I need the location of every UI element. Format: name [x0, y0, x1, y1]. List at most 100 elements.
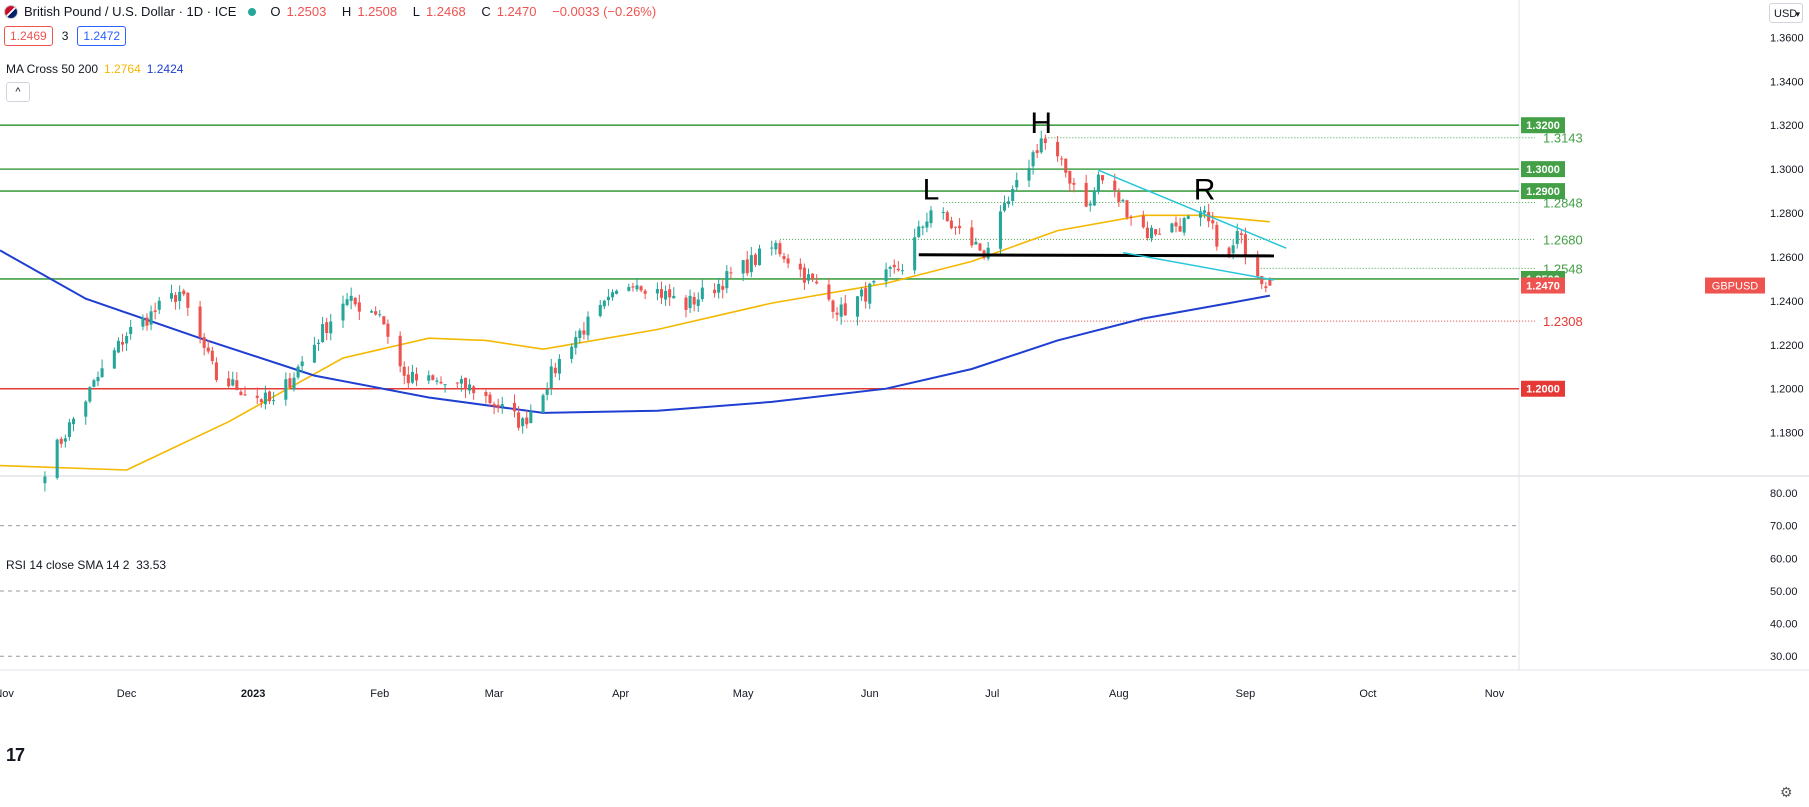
- gear-icon[interactable]: ⚙: [1780, 784, 1793, 800]
- candle-body[interactable]: [71, 418, 76, 425]
- candle-body[interactable]: [929, 210, 933, 224]
- candle-body[interactable]: [210, 350, 214, 362]
- candle-body[interactable]: [1174, 222, 1178, 227]
- candle-body[interactable]: [602, 300, 606, 307]
- candle-body[interactable]: [802, 267, 806, 283]
- candle-body[interactable]: [435, 380, 439, 382]
- candle-body[interactable]: [1141, 215, 1145, 228]
- candle-body[interactable]: [1158, 233, 1162, 235]
- candle-body[interactable]: [610, 292, 615, 298]
- candle-body[interactable]: [1072, 182, 1076, 185]
- candle-body[interactable]: [582, 330, 586, 335]
- candle-body[interactable]: [463, 377, 468, 390]
- candle-body[interactable]: [1002, 203, 1007, 211]
- candle-body[interactable]: [227, 378, 231, 387]
- candle-body[interactable]: [231, 379, 235, 386]
- candle-body[interactable]: [1239, 233, 1243, 235]
- candle-body[interactable]: [798, 263, 802, 270]
- candle-body[interactable]: [1203, 210, 1207, 213]
- candle-body[interactable]: [774, 242, 778, 250]
- candle-body[interactable]: [88, 387, 92, 402]
- candle-body[interactable]: [1264, 286, 1268, 289]
- candle-body[interactable]: [688, 295, 692, 309]
- candle-body[interactable]: [949, 220, 953, 229]
- candle-body[interactable]: [941, 212, 945, 214]
- candle-body[interactable]: [512, 402, 517, 412]
- tradingview-logo-icon[interactable]: 17: [6, 745, 25, 765]
- candle-body[interactable]: [329, 321, 333, 334]
- candle-body[interactable]: [153, 310, 157, 312]
- candle-body[interactable]: [468, 384, 472, 391]
- candle-body[interactable]: [664, 290, 668, 300]
- candle-body[interactable]: [1243, 234, 1247, 258]
- candle-body[interactable]: [439, 381, 443, 384]
- candle-body[interactable]: [970, 227, 974, 246]
- candle-body[interactable]: [484, 392, 488, 397]
- candle-body[interactable]: [570, 346, 574, 359]
- candle-body[interactable]: [1027, 168, 1031, 181]
- candle-body[interactable]: [1011, 188, 1015, 201]
- candle-body[interactable]: [1117, 192, 1121, 202]
- candle-body[interactable]: [55, 439, 59, 478]
- candle-body[interactable]: [786, 258, 790, 264]
- candle-body[interactable]: [696, 299, 700, 306]
- candle-body[interactable]: [868, 283, 872, 304]
- candle-body[interactable]: [1096, 174, 1100, 192]
- candle-body[interactable]: [778, 243, 782, 255]
- candle-body[interactable]: [1170, 223, 1174, 233]
- candle-body[interactable]: [945, 212, 949, 222]
- candle-body[interactable]: [267, 391, 272, 402]
- candle-body[interactable]: [112, 350, 116, 369]
- candle-body[interactable]: [100, 368, 104, 378]
- candle-body[interactable]: [643, 290, 647, 294]
- candle-body[interactable]: [635, 285, 639, 290]
- candle-body[interactable]: [398, 335, 402, 367]
- candle-body[interactable]: [627, 286, 631, 291]
- candle-body[interactable]: [1035, 150, 1039, 153]
- candle-body[interactable]: [410, 371, 414, 383]
- candle-body[interactable]: [1100, 175, 1105, 181]
- candle-body[interactable]: [1015, 179, 1019, 188]
- ma200-line[interactable]: [0, 249, 1271, 414]
- candle-body[interactable]: [668, 289, 672, 298]
- candle-body[interactable]: [235, 380, 239, 391]
- candle-body[interactable]: [1056, 141, 1060, 157]
- candle-body[interactable]: [1256, 257, 1260, 277]
- candle-body[interactable]: [296, 366, 300, 378]
- candle-body[interactable]: [606, 296, 610, 301]
- candle-body[interactable]: [169, 293, 174, 299]
- candle-body[interactable]: [1149, 227, 1154, 239]
- candle-body[interactable]: [815, 281, 819, 284]
- candle-body[interactable]: [96, 377, 100, 382]
- candle-body[interactable]: [1043, 138, 1047, 144]
- candle-body[interactable]: [896, 268, 900, 271]
- candle-body[interactable]: [1088, 203, 1092, 206]
- candle-body[interactable]: [84, 401, 88, 417]
- candle-body[interactable]: [178, 291, 182, 302]
- candle-body[interactable]: [655, 289, 659, 294]
- candle-body[interactable]: [263, 392, 267, 405]
- candle-body[interactable]: [864, 288, 868, 302]
- candle-body[interactable]: [978, 243, 982, 251]
- candle-body[interactable]: [1227, 247, 1231, 255]
- candle-body[interactable]: [349, 295, 353, 301]
- candle-body[interactable]: [529, 411, 533, 424]
- candle-body[interactable]: [406, 374, 410, 384]
- candle-body[interactable]: [292, 377, 296, 390]
- candle-body[interactable]: [145, 317, 149, 326]
- candle-body[interactable]: [174, 294, 178, 302]
- candle-body[interactable]: [182, 290, 186, 295]
- candle-body[interactable]: [1145, 227, 1149, 239]
- collapse-legend-button[interactable]: ^: [6, 82, 30, 102]
- candle-body[interactable]: [913, 237, 917, 271]
- candle-body[interactable]: [157, 300, 161, 310]
- candle-body[interactable]: [402, 366, 406, 376]
- candle-body[interactable]: [1211, 220, 1215, 224]
- candle-body[interactable]: [974, 241, 978, 245]
- candle-body[interactable]: [272, 400, 276, 402]
- candle-body[interactable]: [288, 378, 292, 388]
- candle-body[interactable]: [378, 314, 382, 316]
- candle-body[interactable]: [243, 394, 247, 396]
- candle-body[interactable]: [459, 379, 463, 384]
